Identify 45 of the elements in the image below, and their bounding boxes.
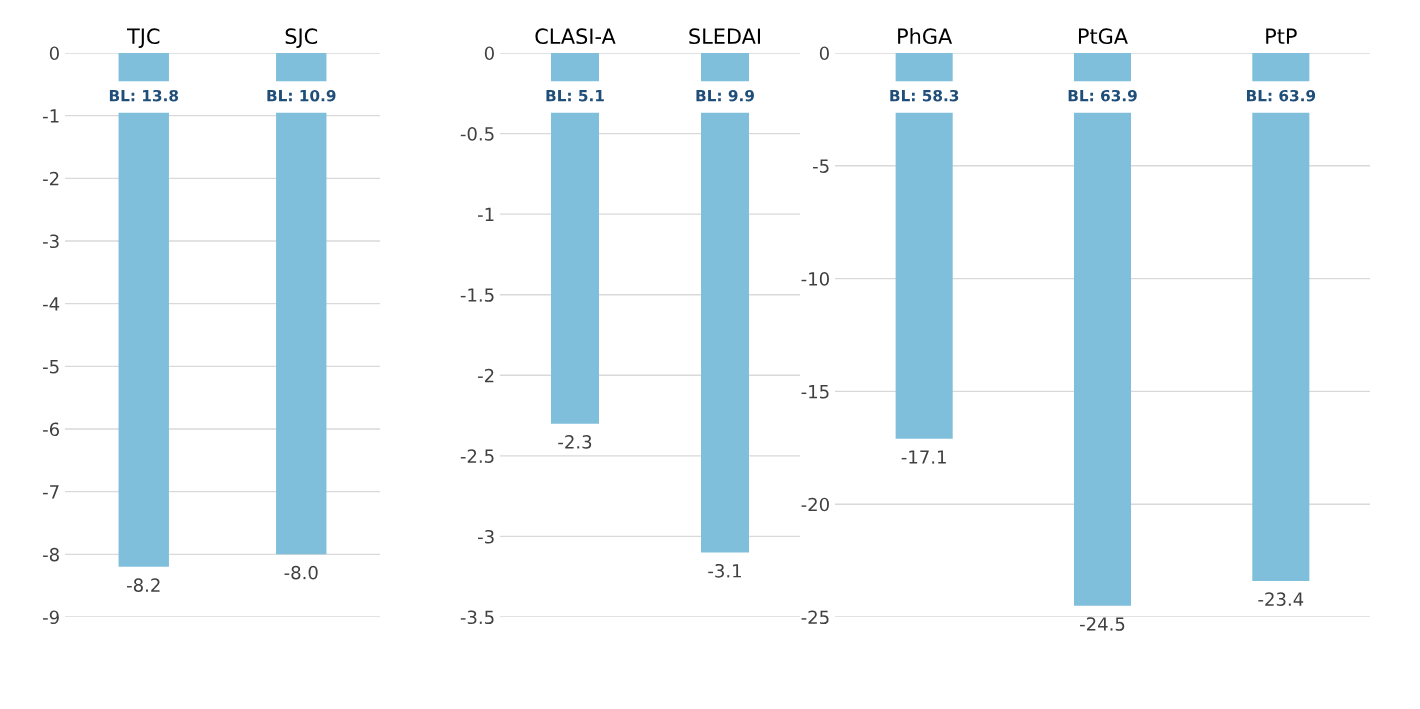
x-tick-label: SJC bbox=[285, 28, 318, 48]
data-label: -2.3 bbox=[558, 435, 592, 449]
y-tick-label: -3.5 bbox=[460, 610, 494, 625]
x-tick-label: PtP bbox=[1266, 28, 1297, 44]
y-tick-label: -20 bbox=[801, 497, 829, 512]
data-label: -24.5 bbox=[1080, 617, 1125, 631]
annotation: BL: 63.9 bbox=[1246, 89, 1316, 102]
annotation: BL: 10.9 bbox=[267, 89, 336, 102]
x-tick-label: PtGA bbox=[1078, 28, 1128, 45]
y-tick-label: -5 bbox=[813, 159, 829, 173]
y-tick-label: -2 bbox=[43, 171, 59, 186]
y-tick-label: -3 bbox=[478, 529, 494, 544]
y-tick-label: 0 bbox=[819, 46, 829, 61]
y-tick-label: -6 bbox=[43, 422, 59, 437]
y-tick-label: 0 bbox=[484, 46, 494, 61]
y-tick-label: -15 bbox=[801, 385, 829, 399]
annotation: BL: 5.1 bbox=[546, 90, 604, 102]
y-tick-label: -0.5 bbox=[460, 127, 494, 141]
data-label: -8.2 bbox=[127, 578, 160, 592]
annotation: BL: 9.9 bbox=[696, 89, 754, 102]
y-tick-label: -2 bbox=[478, 368, 494, 383]
annotation: BL: 13.8 bbox=[109, 89, 179, 102]
data-label: -8.0 bbox=[284, 565, 318, 580]
y-tick-label: -3 bbox=[43, 234, 59, 249]
data-label: -3.1 bbox=[708, 563, 741, 578]
x-tick-label: SLEDAI bbox=[689, 28, 760, 45]
y-tick-label: -1 bbox=[43, 109, 59, 123]
y-tick-label: -5 bbox=[43, 360, 59, 374]
annotation: BL: 58.3 bbox=[890, 89, 959, 102]
y-tick-label: -1.5 bbox=[460, 288, 494, 302]
y-tick-label: -9 bbox=[43, 610, 59, 625]
annotation: BL: 63.9 bbox=[1068, 89, 1137, 102]
y-tick-label: -2.5 bbox=[460, 449, 494, 463]
data-label: -23.4 bbox=[1258, 592, 1304, 606]
y-tick-label: -8 bbox=[43, 547, 59, 562]
x-tick-label: CLASI-A bbox=[535, 28, 616, 45]
y-tick-label: -4 bbox=[43, 297, 60, 311]
x-tick-label: TJC bbox=[126, 28, 160, 48]
y-tick-label: -1 bbox=[478, 207, 494, 221]
data-label: -17.1 bbox=[901, 450, 946, 464]
y-tick-label: -25 bbox=[801, 610, 829, 625]
x-tick-label: PhGA bbox=[898, 27, 953, 45]
y-tick-label: 0 bbox=[49, 46, 59, 61]
y-tick-label: -10 bbox=[801, 272, 829, 286]
y-tick-label: -7 bbox=[43, 485, 59, 499]
